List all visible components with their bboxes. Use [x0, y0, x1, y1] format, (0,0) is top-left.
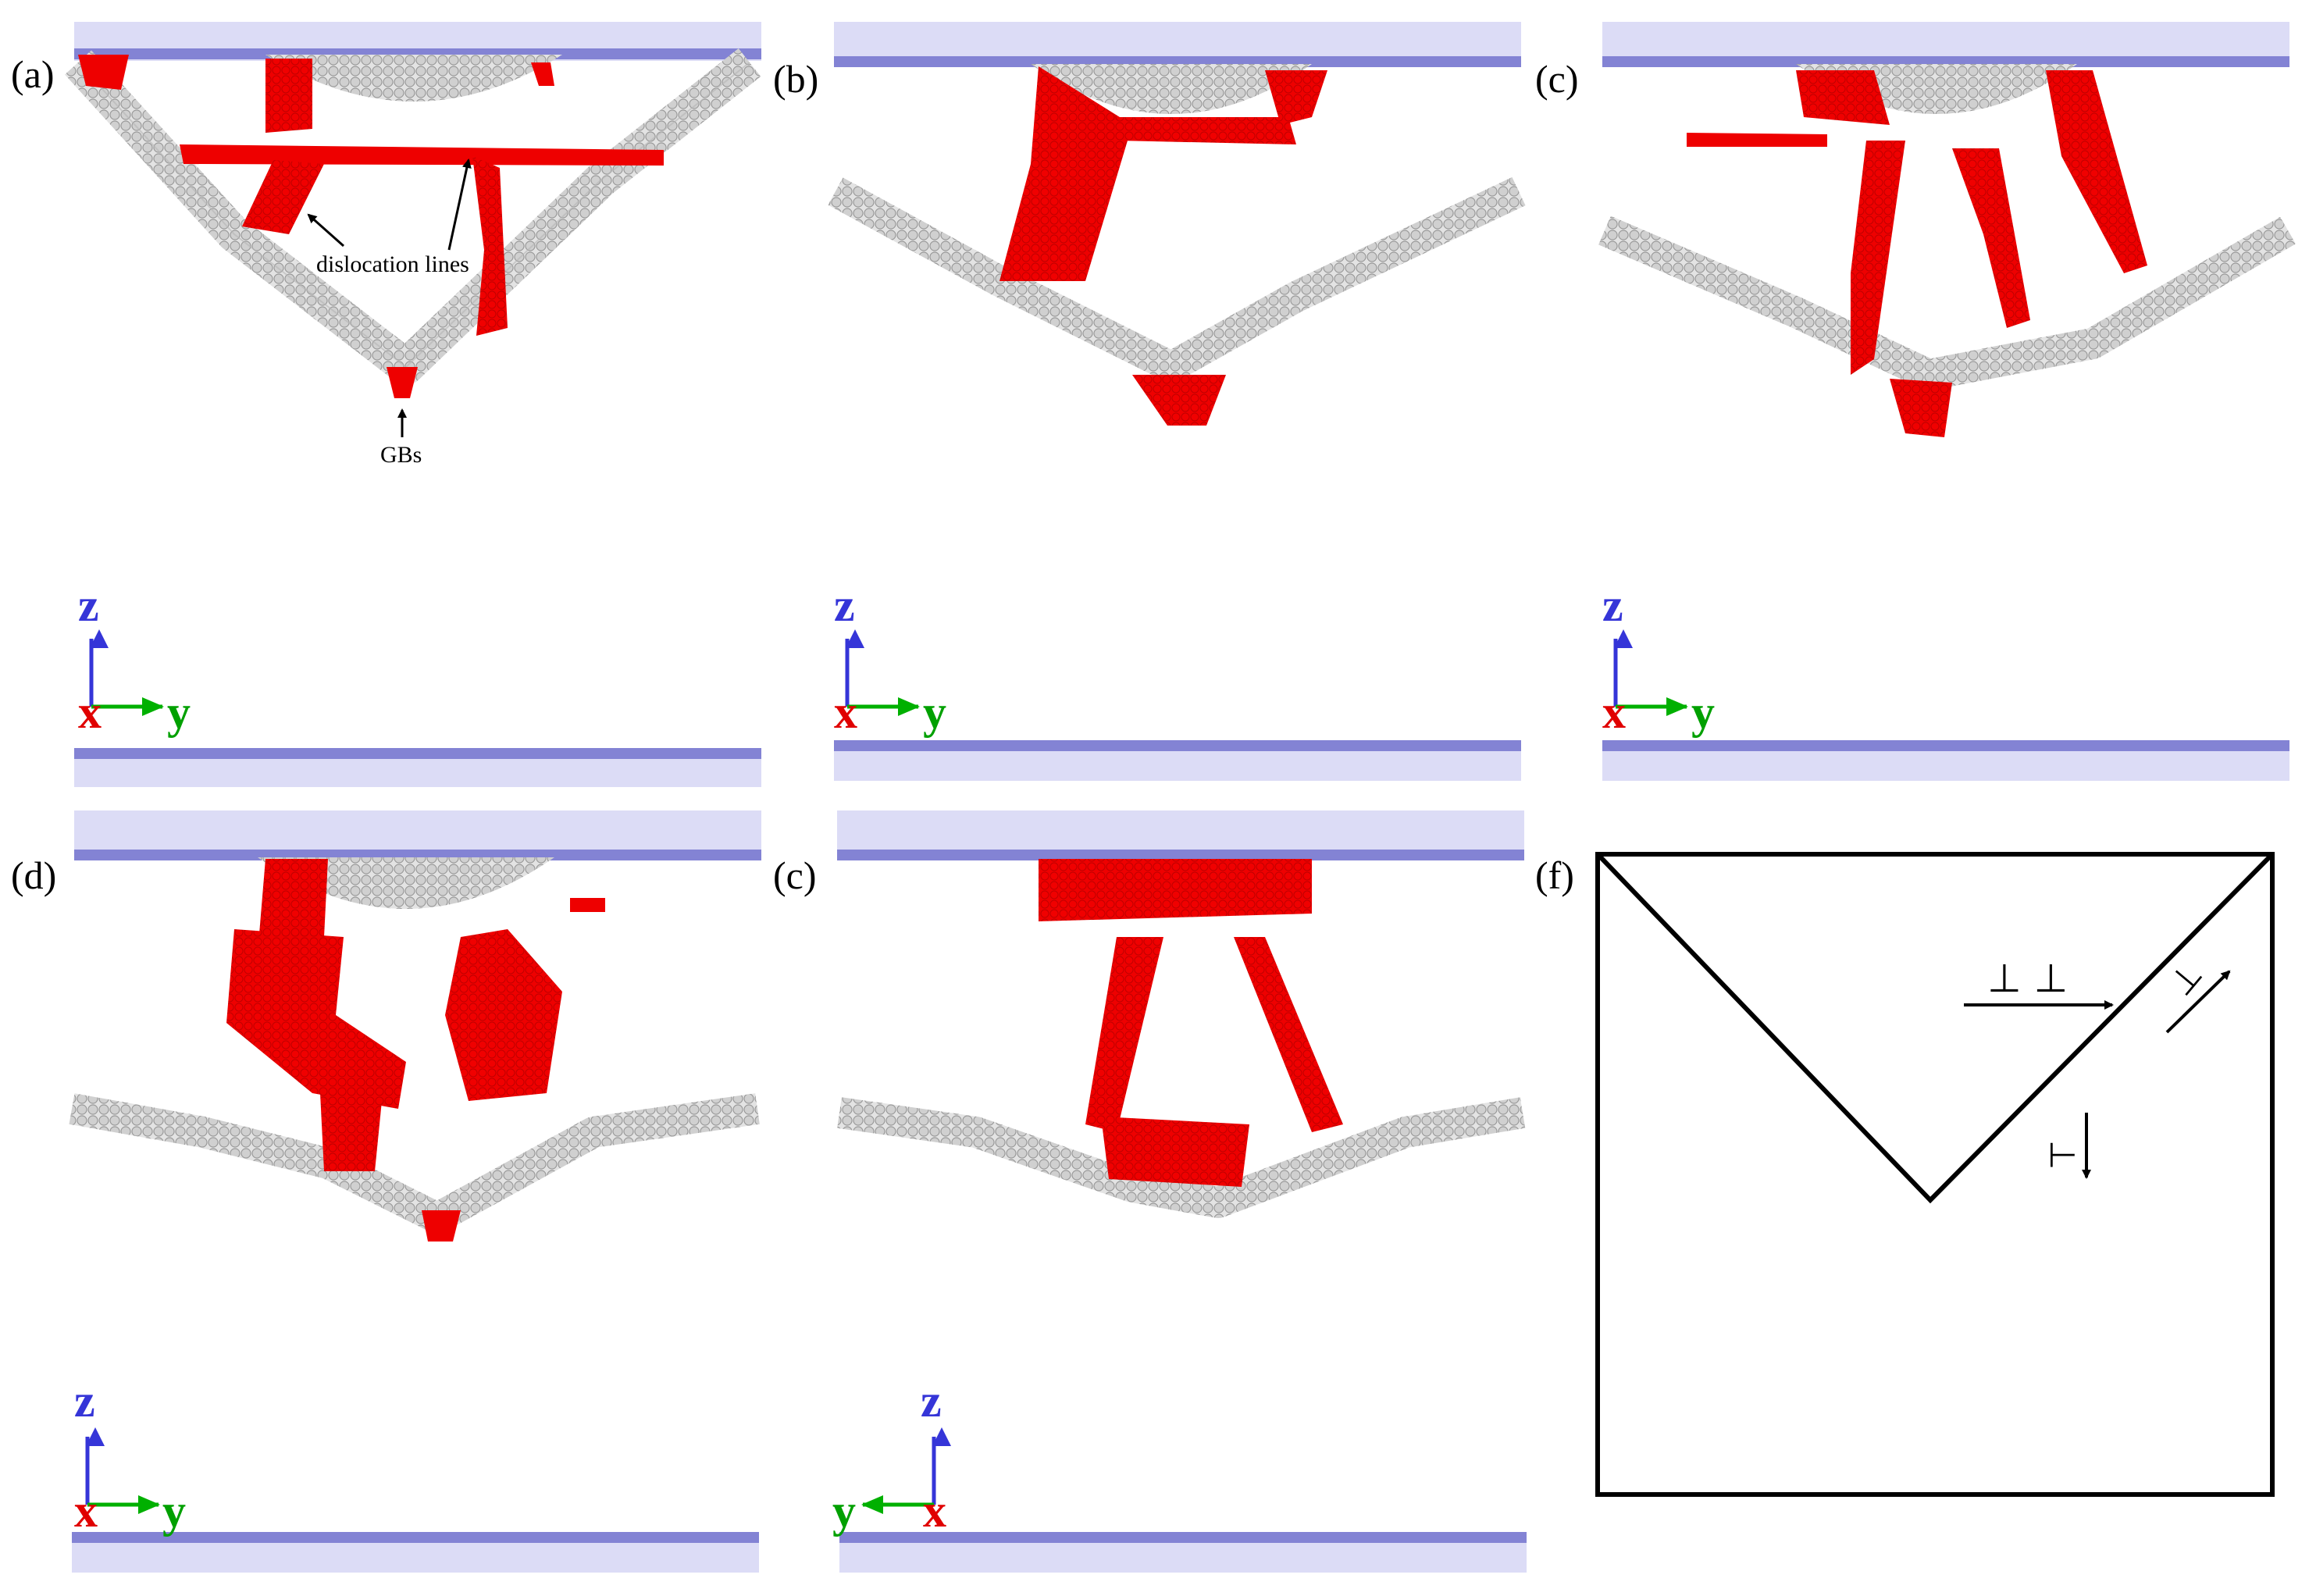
panel-b: z x y	[828, 22, 1526, 781]
grain-boundary-a	[64, 48, 761, 385]
plate-edge-bottom-c	[1602, 740, 2289, 751]
axis-y-label: y	[167, 686, 191, 738]
stacking-fault-c-2	[1796, 70, 1890, 125]
dislocation-symbols: ⊥ ⊥	[1987, 956, 2068, 1001]
axes-d: z x y	[74, 1375, 186, 1537]
axes-c: z x y	[1602, 579, 1715, 738]
axis-z-label: z	[1602, 579, 1623, 631]
indent-zone-d	[258, 857, 554, 909]
plate-edge-top-b	[834, 56, 1521, 67]
stacking-fault-d-6	[422, 1210, 461, 1242]
annot-dislocation-lines: dislocation lines	[316, 251, 469, 277]
stacking-fault-d-4	[320, 1093, 383, 1171]
stacking-fault-a-6	[531, 62, 554, 86]
emitted-dislocation-symbol: ⊥	[2042, 1140, 2082, 1170]
axis-y-label: y	[1691, 686, 1715, 738]
axes-e: z x y	[832, 1375, 951, 1537]
axis-x-label: x	[834, 686, 857, 738]
stacking-fault-a-3	[242, 160, 324, 234]
panel-f: ⊥ ⊥ ⊥ ⊥	[1595, 852, 2275, 1497]
panel-a: dislocation lines GBs z x y	[64, 22, 761, 787]
stacking-fault-d-2	[226, 929, 406, 1109]
stacking-fault-c-5	[2046, 70, 2147, 273]
axis-z-label: z	[834, 579, 855, 631]
schematic-v-boundary	[1597, 853, 2273, 1204]
plate-edge-bottom-d	[72, 1532, 759, 1543]
axis-z-label: z	[78, 579, 99, 631]
panel-label-b: (b)	[773, 57, 819, 101]
axis-x-label: x	[923, 1485, 946, 1537]
grain-boundary-d	[69, 1093, 760, 1234]
stacking-fault-a-1	[265, 59, 312, 133]
stacking-fault-c-1	[1687, 133, 1827, 147]
indent-zone-b	[1031, 64, 1312, 114]
stacking-fault-e-4	[1101, 1117, 1249, 1187]
panel-d: z x y	[69, 810, 761, 1573]
stacking-fault-c-3	[1851, 141, 1905, 375]
axis-z-label: z	[74, 1375, 95, 1427]
axis-x-label: x	[78, 686, 102, 738]
panel-label-d: (d)	[11, 853, 57, 897]
plate-edge-top-c	[1602, 56, 2289, 67]
stacking-fault-e-1	[1039, 859, 1312, 921]
axes-b: z x y	[834, 579, 946, 738]
indent-zone-a	[265, 55, 562, 102]
arrow-dislocation-1	[307, 213, 344, 248]
axis-y-label: y	[162, 1485, 186, 1537]
panel-label-e: (c)	[773, 853, 817, 897]
schematic-box	[1595, 852, 2275, 1497]
stacking-fault-d-1	[258, 859, 328, 953]
plate-edge-bottom-e	[839, 1532, 1527, 1543]
grain-boundary-e	[837, 1097, 1526, 1218]
plate-edge-bottom-b	[834, 740, 1521, 751]
stacking-fault-d-3	[445, 929, 562, 1101]
plate-edge-top-a	[74, 48, 761, 59]
axis-y-label: y	[923, 686, 946, 738]
plate-edge-top-e	[837, 850, 1524, 860]
arrow-dislocation-2	[447, 159, 472, 251]
stacking-fault-a-4	[472, 156, 508, 336]
boundary-glide-arrow	[2165, 970, 2231, 1034]
stacking-fault-c-4	[1952, 148, 2030, 328]
axes-a: z x y	[78, 579, 191, 738]
stacking-fault-b-4	[1132, 375, 1226, 426]
stacking-fault-e-2	[1085, 937, 1163, 1132]
panel-label-f: (f)	[1535, 853, 1574, 897]
stacking-fault-b-3	[1265, 70, 1327, 125]
stacking-fault-c-6	[1890, 379, 1952, 437]
panel-label-a: (a)	[11, 52, 55, 96]
plate-edge-bottom-a	[74, 748, 761, 759]
grain-boundary-c	[1598, 216, 2297, 390]
axis-x-label: x	[74, 1485, 98, 1537]
axis-z-label: z	[921, 1375, 942, 1427]
stacking-fault-e-3	[1234, 937, 1343, 1132]
stacking-fault-d-5	[570, 898, 605, 912]
stacking-fault-a-5	[78, 55, 129, 90]
axis-x-label: x	[1602, 686, 1626, 738]
panel-e: z x y	[832, 810, 1527, 1573]
annot-gbs: GBs	[380, 442, 422, 468]
stacking-fault-b-1	[999, 66, 1132, 281]
axis-y-label: y	[832, 1485, 856, 1537]
stacking-fault-a-7	[387, 367, 418, 398]
panel-label-c: (c)	[1535, 57, 1579, 101]
grain-boundary-b	[828, 176, 1526, 383]
plate-edge-top-d	[74, 850, 761, 860]
stacking-fault-b-2	[1117, 117, 1296, 144]
stacking-fault-a-2	[180, 144, 664, 166]
panel-c: z x y	[1598, 22, 2297, 781]
